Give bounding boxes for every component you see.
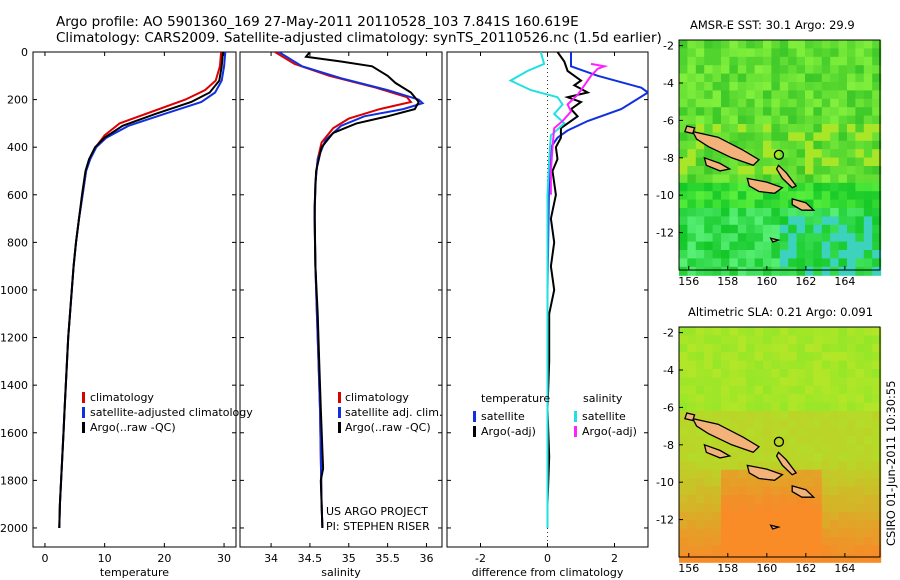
legend-label: satellite adj. clim. (345, 406, 442, 419)
x-tick-label: 30 (217, 552, 231, 565)
plot-frame (239, 51, 443, 548)
legend-swatch (338, 392, 341, 403)
legend-swatch (473, 426, 476, 437)
x-tick-label: 35 (342, 552, 356, 565)
series-line-salinity-satellite (508, 52, 566, 528)
title-line-2: Climatology: CARS2009. Satellite-adjuste… (56, 30, 662, 46)
x-tick-label: 34.5 (298, 552, 323, 565)
series-line-climatology (274, 52, 413, 529)
y-tick-label: 0 (21, 46, 28, 59)
legend-swatch (574, 411, 577, 422)
legend-header: salinity (583, 392, 623, 405)
legend-swatch (574, 426, 577, 437)
sla-map-title: Altimetric SLA: 0.21 Argo: 0.091 (688, 305, 874, 319)
title-line-1: Argo profile: AO 5901360_169 27-May-2011… (56, 14, 579, 30)
x-tick-label: 10 (98, 552, 112, 565)
y-tick-label: 600 (7, 189, 28, 202)
credit-annotation: PI: STEPHEN RISER (326, 520, 430, 533)
legend-swatch (338, 422, 341, 433)
x-tick-label: -2 (475, 552, 486, 565)
x-tick-label: 36 (419, 552, 433, 565)
series-line-satellite-adjusted-climatology (58, 52, 227, 529)
x-tick-label: 20 (157, 552, 171, 565)
plot-frame (32, 51, 237, 548)
x-tick-label: 34 (264, 552, 278, 565)
legend-label: Argo(-adj) (582, 425, 637, 438)
legend-label: climatology (345, 391, 409, 404)
series-line-argo-raw-qc- (58, 52, 224, 529)
series-line-climatology (58, 52, 223, 529)
y-tick-label: 1400 (0, 379, 28, 392)
x-axis-label: temperature (100, 566, 169, 579)
legend-label: satellite-adjusted climatology (90, 406, 253, 419)
x-tick-label: 35.5 (375, 552, 400, 565)
series-line-temperature-argo-adj- (546, 52, 591, 528)
y-tick-label: 1200 (0, 332, 28, 345)
y-tick-label: 1800 (0, 474, 28, 487)
series-group (274, 52, 425, 529)
legend-label: Argo(-adj) (481, 425, 536, 438)
x-tick-label: 0 (544, 552, 551, 565)
legend-label: satellite (582, 410, 626, 423)
legend-header: temperature (481, 392, 550, 405)
y-tick-label: 1000 (0, 284, 28, 297)
legend-swatch (82, 407, 85, 418)
x-tick-label: 0 (41, 552, 48, 565)
legend-swatch (338, 407, 341, 418)
series-line-argo-raw-qc- (304, 52, 420, 529)
legend-label: climatology (90, 391, 154, 404)
series-group (58, 52, 227, 529)
legend-swatch (473, 411, 476, 422)
x-axis-label: difference from climatology (472, 566, 624, 579)
series-line-salinity-argo-adj- (549, 62, 609, 195)
y-tick-label: 2000 (0, 522, 28, 535)
legend-swatch (82, 392, 85, 403)
legend-swatch (82, 422, 85, 433)
credit-label: CSIRO 01-Jun-2011 10:30:55 (884, 380, 898, 546)
sst-map-title: AMSR-E SST: 30.1 Argo: 29.9 (690, 18, 855, 32)
legend-label: Argo(..raw -QC) (90, 421, 176, 434)
y-tick-label: 800 (7, 236, 28, 249)
x-axis-label: salinity (321, 566, 361, 579)
y-tick-label: 200 (7, 94, 28, 107)
credit-annotation: US ARGO PROJECT (326, 505, 428, 518)
temperature-panel: 0 10 20 30 temperature 0 200 400 600 800 1000 1200 1… (0, 46, 253, 579)
y-tick-label: 400 (7, 141, 28, 154)
y-tick-label: 1600 (0, 427, 28, 440)
x-tick-label: 2 (611, 552, 618, 565)
legend-label: satellite (481, 410, 525, 423)
salinity-panel: 34 34.5 35 35.5 36 salinity climatology satelli… (239, 51, 443, 579)
series-line-temperature-satellite (546, 52, 648, 528)
legend-label: Argo(..raw -QC) (345, 421, 431, 434)
series-group (508, 52, 648, 528)
series-line-satellite-adj-clim- (278, 52, 425, 529)
